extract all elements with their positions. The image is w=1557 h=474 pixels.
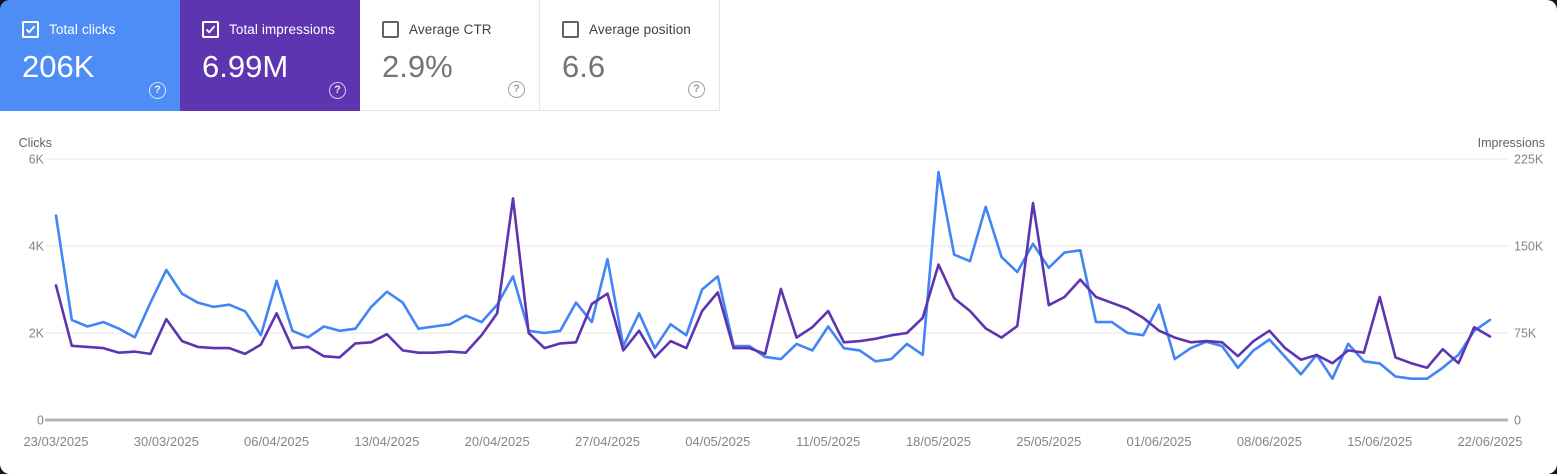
x-axis-date-label: 25/05/2025 bbox=[1016, 434, 1081, 449]
x-axis-date-label: 13/04/2025 bbox=[354, 434, 419, 449]
metric-label: Average position bbox=[589, 22, 691, 37]
right-axis-title: Impressions bbox=[1478, 136, 1545, 150]
metric-label: Average CTR bbox=[409, 22, 492, 37]
left-axis-tick: 6K bbox=[29, 153, 45, 167]
metric-card-average-position[interactable]: Average position 6.6 ? bbox=[540, 0, 720, 111]
x-axis-date-label: 04/05/2025 bbox=[685, 434, 750, 449]
metric-value: 6.99M bbox=[202, 49, 289, 84]
checkmark-icon bbox=[25, 24, 36, 35]
metric-label: Total clicks bbox=[49, 22, 116, 37]
right-axis-tick: 75K bbox=[1514, 327, 1537, 341]
x-axis-date-label: 01/06/2025 bbox=[1127, 434, 1192, 449]
metric-card-total-impressions[interactable]: Total impressions 6.99M ? bbox=[180, 0, 360, 111]
average-position-checkbox[interactable] bbox=[562, 21, 579, 38]
metric-cards-row: Total clicks 206K ? Total impressions 6.… bbox=[0, 0, 1557, 111]
x-axis-date-label: 23/03/2025 bbox=[23, 434, 88, 449]
x-axis-date-label: 18/05/2025 bbox=[906, 434, 971, 449]
metric-card-header: Total clicks bbox=[22, 21, 162, 38]
help-icon[interactable]: ? bbox=[688, 81, 705, 98]
x-axis-date-label: 30/03/2025 bbox=[134, 434, 199, 449]
x-axis-date-label: 11/05/2025 bbox=[796, 434, 860, 449]
metric-value: 2.9% bbox=[382, 49, 453, 84]
help-icon[interactable]: ? bbox=[149, 82, 166, 99]
right-axis-tick: 225K bbox=[1514, 153, 1544, 167]
performance-chart[interactable]: Clicks Impressions 6K 4K 2K 0 225K 150K 75K 0 23/0… bbox=[0, 130, 1557, 474]
total-impressions-checkbox[interactable] bbox=[202, 21, 219, 38]
clicks-impressions-time-series[interactable]: Clicks Impressions 6K 4K 2K 0 225K 150K 75K 0 23/0… bbox=[0, 130, 1557, 474]
x-axis-date-label: 15/06/2025 bbox=[1347, 434, 1412, 449]
help-icon[interactable]: ? bbox=[508, 81, 525, 98]
metric-card-total-clicks[interactable]: Total clicks 206K ? bbox=[0, 0, 180, 111]
right-axis-tick: 150K bbox=[1514, 240, 1544, 254]
metric-value: 206K bbox=[22, 49, 95, 84]
x-axis-date-label: 27/04/2025 bbox=[575, 434, 640, 449]
x-axis-date-label: 20/04/2025 bbox=[465, 434, 530, 449]
metric-card-header: Average position bbox=[562, 21, 701, 38]
checkmark-icon bbox=[205, 24, 216, 35]
x-axis-date-label: 08/06/2025 bbox=[1237, 434, 1302, 449]
clicks-line[interactable] bbox=[54, 170, 1492, 380]
help-icon[interactable]: ? bbox=[329, 82, 346, 99]
left-axis-tick: 4K bbox=[29, 240, 45, 254]
total-clicks-checkbox[interactable] bbox=[22, 21, 39, 38]
metric-label: Total impressions bbox=[229, 22, 335, 37]
x-axis-date-label: 22/06/2025 bbox=[1457, 434, 1522, 449]
metric-value: 6.6 bbox=[562, 49, 606, 84]
x-axis-date-label: 06/04/2025 bbox=[244, 434, 309, 449]
left-axis-title: Clicks bbox=[19, 136, 52, 150]
metric-card-header: Total impressions bbox=[202, 21, 342, 38]
right-axis-tick: 0 bbox=[1514, 414, 1521, 428]
average-ctr-checkbox[interactable] bbox=[382, 21, 399, 38]
left-axis-tick: 2K bbox=[29, 327, 45, 341]
impressions-line[interactable] bbox=[54, 197, 1492, 370]
metric-card-header: Average CTR bbox=[382, 21, 521, 38]
left-axis-tick: 0 bbox=[37, 414, 44, 428]
metric-card-average-ctr[interactable]: Average CTR 2.9% ? bbox=[360, 0, 540, 111]
